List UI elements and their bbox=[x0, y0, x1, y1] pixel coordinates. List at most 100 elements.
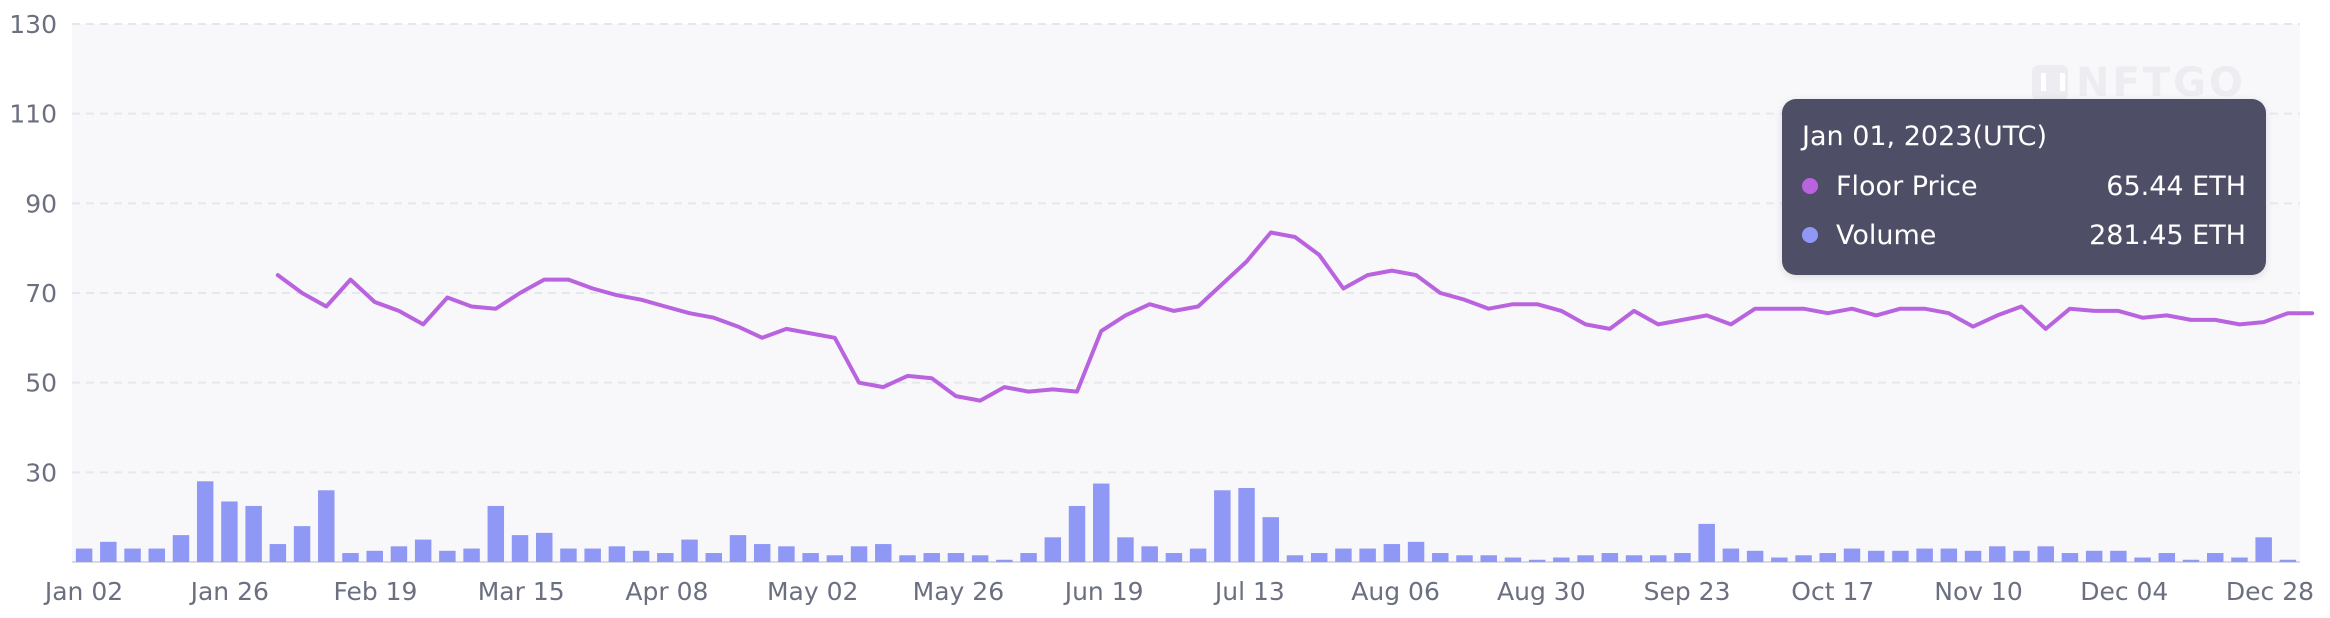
volume-bar bbox=[148, 548, 165, 562]
tooltip-volume-label: Volume bbox=[1836, 219, 1937, 251]
volume-bar bbox=[1214, 490, 1231, 562]
volume-bar bbox=[2134, 557, 2151, 562]
volume-bar bbox=[1141, 546, 1158, 562]
chart-tooltip: Jan 01, 2023(UTC) Floor Price 65.44 ETH … bbox=[1782, 99, 2266, 275]
floor-price-line bbox=[275, 230, 2315, 403]
y-tick-label: 90 bbox=[25, 189, 57, 218]
volume-bar bbox=[75, 548, 93, 562]
volume-bar bbox=[1383, 544, 1401, 562]
volume-bar bbox=[2207, 553, 2224, 562]
volume-bar bbox=[923, 553, 940, 562]
volume-bar bbox=[1674, 553, 1691, 562]
volume-bar bbox=[2061, 553, 2079, 562]
nftgo-watermark: NFTGO bbox=[2032, 60, 2246, 106]
volume-bar bbox=[1771, 557, 1788, 562]
x-tick-label: Aug 06 bbox=[1351, 577, 1440, 606]
volume-bar bbox=[1480, 555, 1497, 562]
x-tick-label: May 26 bbox=[913, 577, 1004, 606]
volume-bar bbox=[971, 555, 989, 562]
volume-bar bbox=[318, 490, 335, 562]
volume-bar bbox=[729, 535, 747, 562]
tooltip-row-volume: Volume 281.45 ETH bbox=[1802, 218, 2246, 252]
volume-bar bbox=[705, 553, 722, 562]
volume-bar bbox=[245, 505, 262, 562]
volume-bar bbox=[536, 532, 553, 562]
volume-bar bbox=[1553, 557, 1570, 562]
volume-bar bbox=[899, 555, 916, 562]
volume-bar bbox=[487, 505, 505, 562]
volume-bar bbox=[1068, 505, 1086, 562]
x-tick-label: Jul 13 bbox=[1213, 577, 1285, 606]
x-tick-label: May 02 bbox=[767, 577, 858, 606]
volume-bar bbox=[1746, 550, 1764, 562]
tooltip-floor-price-label: Floor Price bbox=[1836, 170, 1978, 202]
volume-bar bbox=[1528, 559, 1546, 562]
x-tick-label: Nov 10 bbox=[1934, 577, 2023, 606]
tooltip-floor-price-value: 65.44 ETH bbox=[2106, 170, 2246, 202]
x-tick-label: Mar 15 bbox=[478, 577, 565, 606]
volume-bar bbox=[1916, 548, 1933, 562]
volume-bar bbox=[826, 555, 844, 562]
y-tick-label: 30 bbox=[25, 458, 57, 487]
watermark-text: NFTGO bbox=[2076, 60, 2246, 106]
volume-bar bbox=[584, 548, 601, 562]
volume-bar bbox=[802, 553, 819, 562]
x-tick-label: Oct 17 bbox=[1791, 577, 1874, 606]
y-tick-label: 70 bbox=[25, 279, 57, 308]
volume-bar bbox=[172, 535, 190, 562]
volume-bar bbox=[1310, 553, 1328, 562]
volume-bar bbox=[390, 546, 408, 562]
volume-bar bbox=[293, 526, 311, 562]
volume-bar bbox=[342, 553, 359, 562]
volume-bar bbox=[1867, 550, 1885, 562]
volume-bar bbox=[1189, 548, 1207, 562]
volume-bar bbox=[124, 548, 141, 562]
volume-bar bbox=[608, 546, 626, 562]
volume-bar bbox=[2110, 550, 2127, 562]
x-tick-label: Aug 30 bbox=[1497, 577, 1586, 606]
volume-bar bbox=[1940, 548, 1958, 562]
volume-bar bbox=[1432, 553, 1449, 562]
x-tick-label: Jun 19 bbox=[1063, 577, 1144, 606]
y-tick-label: 110 bbox=[9, 100, 57, 129]
volume-dot-icon bbox=[1802, 227, 1818, 243]
volume-bar bbox=[1335, 548, 1352, 562]
volume-bar bbox=[511, 535, 529, 562]
volume-bar bbox=[414, 539, 432, 562]
volume-bar bbox=[1795, 555, 1812, 562]
volume-bar bbox=[1819, 553, 1836, 562]
volume-bar bbox=[1650, 555, 1667, 562]
volume-bar bbox=[2182, 559, 2200, 562]
tooltip-volume-value: 281.45 ETH bbox=[2089, 219, 2246, 251]
volume-bar bbox=[1262, 517, 1279, 562]
volume-bar bbox=[560, 548, 577, 562]
volume-bar bbox=[439, 550, 456, 562]
y-tick-label: 50 bbox=[25, 369, 57, 398]
x-tick-label: Feb 19 bbox=[333, 577, 417, 606]
y-tick-label: 130 bbox=[9, 10, 57, 39]
volume-bar bbox=[1044, 537, 1062, 562]
volume-bar bbox=[753, 544, 771, 562]
volume-bar bbox=[996, 559, 1013, 562]
volume-bar bbox=[463, 548, 480, 562]
volume-bar bbox=[2085, 550, 2103, 562]
volume-bar bbox=[681, 539, 698, 562]
volume-bar bbox=[1407, 541, 1425, 562]
x-tick-label: Jan 02 bbox=[43, 577, 123, 606]
volume-bar bbox=[2013, 550, 2030, 562]
volume-bar bbox=[1989, 546, 2006, 562]
volume-bar bbox=[632, 550, 650, 562]
volume-bar bbox=[221, 501, 238, 562]
volume-bar bbox=[1456, 555, 1473, 562]
volume-bar bbox=[1698, 523, 1715, 562]
volume-bar bbox=[1964, 550, 1982, 562]
volume-bar bbox=[2255, 537, 2272, 562]
volume-bar bbox=[1892, 550, 1909, 562]
tooltip-row-floor-price: Floor Price 65.44 ETH bbox=[1802, 169, 2246, 203]
volume-bar bbox=[2037, 546, 2054, 562]
volume-bar bbox=[1165, 553, 1183, 562]
x-tick-label: Dec 28 bbox=[2226, 577, 2314, 606]
volume-bar bbox=[850, 546, 868, 562]
